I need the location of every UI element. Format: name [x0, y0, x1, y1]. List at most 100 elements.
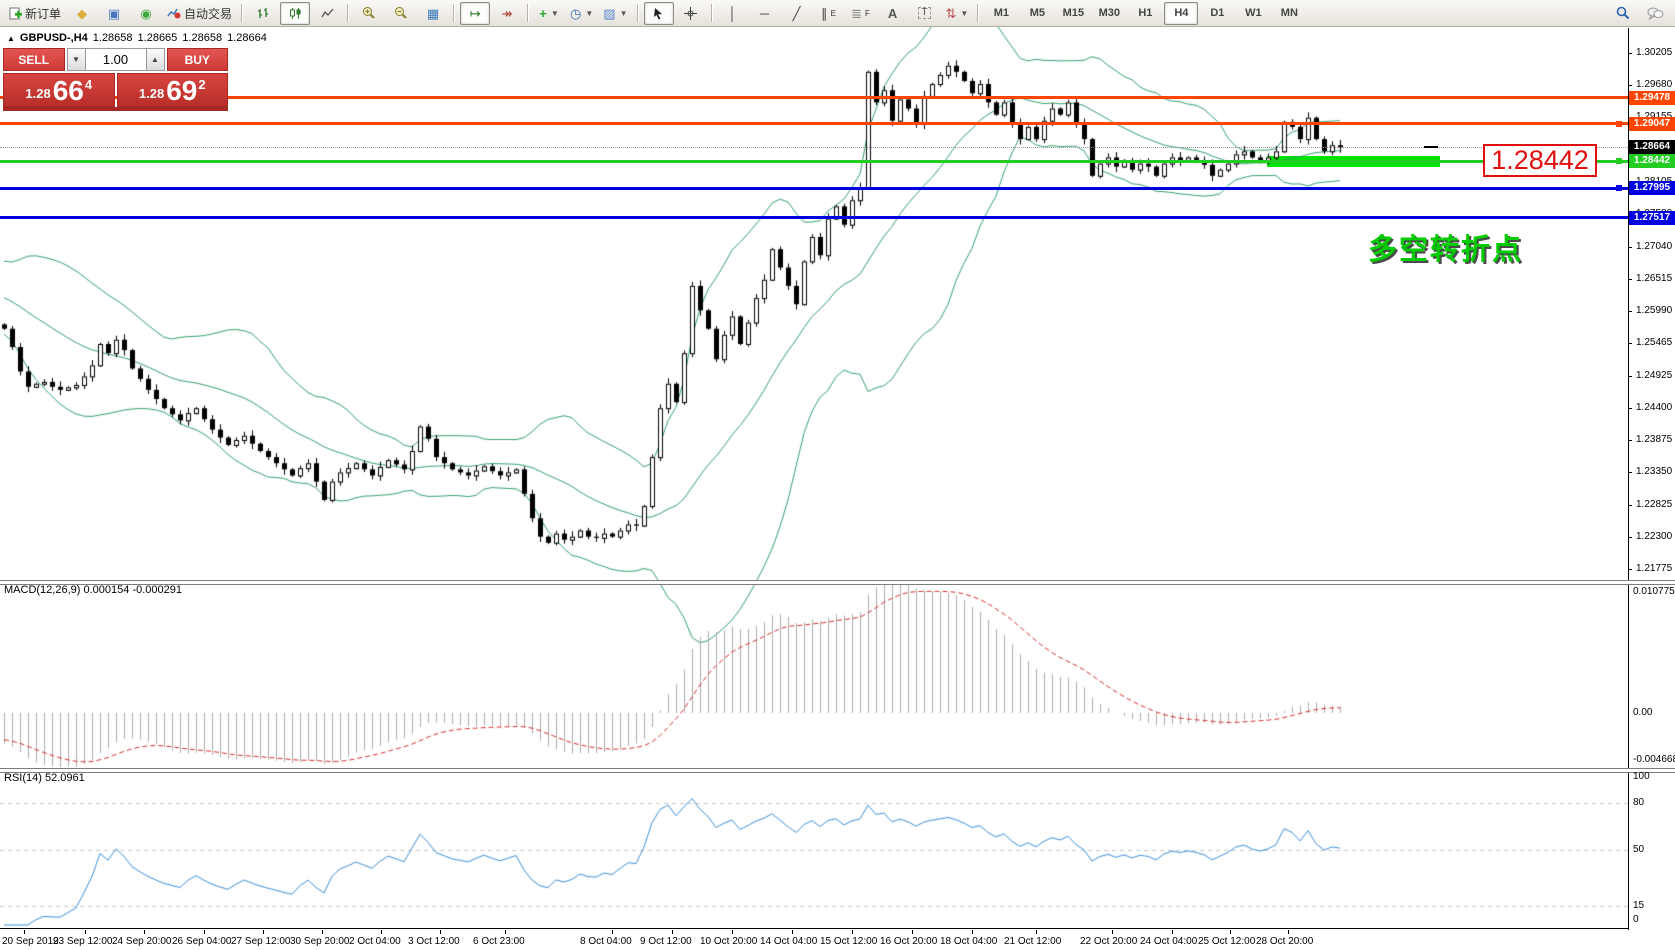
indicators-button[interactable]: + ▼	[534, 2, 564, 25]
chat-button[interactable]	[1640, 2, 1670, 25]
pivot-note-text[interactable]: 多空转折点	[1368, 234, 1524, 266]
bar-chart-button[interactable]	[248, 2, 278, 25]
timeframe-m5-button[interactable]: M5	[1029, 7, 1045, 19]
tile-windows-button[interactable]: ▦	[418, 2, 448, 25]
price-tick-mark	[1628, 53, 1632, 55]
time-tick-mark	[204, 930, 205, 934]
timeframe-mn-button[interactable]: MN	[1280, 7, 1298, 19]
symbol-period-label: GBPUSD-,H4	[19, 32, 88, 44]
rsi-label: RSI(14) 52.0961	[4, 772, 85, 784]
volume-input[interactable]: 1.00	[85, 48, 146, 71]
buy-price-button[interactable]: 1.28 69 2	[116, 73, 228, 107]
zoom-out-button[interactable]	[386, 2, 416, 25]
indicator-axis-label: 0.010775	[1633, 586, 1675, 597]
ohlc-open: 1.28658	[92, 32, 133, 44]
panel-separator[interactable]	[0, 580, 1675, 585]
horizontal-line-1.29047[interactable]	[0, 122, 1628, 126]
chart-title: ▲ GBPUSD-,H4 1.28658 1.28665 1.28658 1.2…	[7, 32, 267, 44]
macd-label: MACD(12,26,9) 0.000154 -0.000291	[4, 584, 182, 596]
chevron-down-icon: ▼	[585, 8, 594, 18]
time-tick-label: 24 Oct 04:00	[1140, 936, 1198, 947]
sell-button[interactable]: SELL	[3, 48, 65, 71]
current-price-line	[0, 147, 1628, 149]
trendline-button[interactable]: ╱	[782, 2, 812, 25]
timeframe-m1-button[interactable]: M1	[993, 7, 1009, 19]
new-order-button[interactable]: 新订单	[5, 2, 65, 25]
chart-canvas[interactable]	[0, 27, 1675, 950]
timeframe-h1-button[interactable]: H1	[1138, 7, 1153, 19]
price-level-label: 1.27517	[1629, 210, 1675, 225]
line-handle[interactable]	[1616, 185, 1622, 192]
candlestick-chart-button[interactable]	[280, 1, 311, 25]
channel-button[interactable]: ∥ E	[821, 5, 836, 21]
timeframe-d1-button[interactable]: D1	[1210, 7, 1225, 19]
periods-button[interactable]: ◷ ▼	[566, 2, 597, 25]
time-tick-label: 10 Oct 20:00	[700, 936, 758, 947]
price-tick-mark	[1628, 376, 1632, 378]
trendline-icon: ╱	[792, 5, 801, 21]
horizontal-line-1.29478[interactable]	[0, 96, 1628, 100]
cursor-button[interactable]	[643, 1, 674, 25]
price-axis-border	[1628, 28, 1629, 930]
line-chart-button[interactable]	[312, 2, 342, 25]
horizontal-line-button[interactable]: ─	[750, 2, 780, 25]
price-tick-mark	[1628, 536, 1632, 538]
volume-spinner: ▼ 1.00 ▲	[66, 48, 165, 71]
price-tick-mark	[1628, 310, 1632, 312]
auto-scroll-button[interactable]: ↦	[460, 1, 491, 25]
price-level-label: 1.29478	[1629, 90, 1675, 105]
line-handle[interactable]	[1616, 120, 1622, 127]
chart-shift-button[interactable]: ↠	[492, 2, 522, 25]
crosshair-button[interactable]	[676, 2, 706, 25]
timeframe-m15-button[interactable]: M15	[1062, 7, 1085, 19]
text-button[interactable]: A	[878, 2, 908, 25]
sell-price-button[interactable]: 1.28 66 4	[3, 73, 115, 107]
channel-icon: ∥	[821, 5, 828, 21]
price-tick-mark	[1628, 278, 1632, 280]
arrows-button[interactable]: ⇅ ▼	[942, 2, 973, 25]
separator	[347, 4, 350, 22]
market-window-button[interactable]: ▣	[99, 2, 129, 25]
chat-icon	[1647, 7, 1663, 20]
horizontal-line-1.27517[interactable]	[0, 216, 1628, 220]
price-tick-label: 1.30205	[1636, 47, 1673, 59]
collapse-panel-icon[interactable]: ▲	[7, 33, 15, 43]
horizontal-line-1.28442[interactable]	[0, 159, 1628, 163]
timeframe-w1-button[interactable]: W1	[1245, 7, 1262, 19]
zoom-in-button[interactable]	[354, 2, 384, 25]
volume-decrease-button[interactable]: ▼	[66, 48, 86, 71]
ohlc-low: 1.28658	[182, 32, 223, 44]
timeframe-h4-button[interactable]: H4	[1164, 1, 1199, 25]
buy-button[interactable]: BUY	[166, 48, 228, 71]
ohlc-high: 1.28665	[137, 32, 178, 44]
horizontal-line-1.27995[interactable]	[0, 186, 1628, 190]
fibonacci-button[interactable]: ≣ F	[851, 5, 870, 21]
window-icon: ▣	[107, 5, 121, 21]
time-tick-mark	[263, 930, 264, 934]
volume-increase-button[interactable]: ▲	[145, 48, 165, 71]
horizontal-line-icon: ─	[759, 5, 770, 21]
templates-button[interactable]: ▨ ▼	[599, 2, 631, 25]
autotrading-button[interactable]: 自动交易	[163, 2, 236, 25]
line-handle[interactable]	[1616, 158, 1622, 164]
signal-icon: ◉	[140, 5, 152, 21]
time-tick-mark	[1230, 930, 1231, 934]
separator	[710, 4, 713, 22]
clock-icon: ◷	[570, 5, 582, 21]
metaeditor-button[interactable]: ◆	[67, 2, 97, 25]
search-button[interactable]	[1608, 2, 1638, 25]
time-tick-mark	[972, 930, 973, 934]
chart-area: ▲ GBPUSD-,H4 1.28658 1.28665 1.28658 1.2…	[0, 27, 1675, 950]
panel-bottom-strip	[3, 107, 228, 111]
time-tick-label: 6 Oct 23:00	[473, 936, 525, 947]
timeframe-m30-button[interactable]: M30	[1098, 7, 1121, 19]
vertical-line-button[interactable]: │	[718, 2, 748, 25]
time-axis[interactable]: 20 Sep 2019 23 Sep 12:00 24 Sep 20:00 26 Se…	[0, 930, 1675, 950]
signals-button[interactable]: ◉	[131, 2, 161, 25]
zoom-in-icon	[363, 7, 375, 19]
time-tick-mark	[672, 930, 673, 934]
pivot-price-callout[interactable]: 1.28442	[1483, 144, 1597, 177]
text-label-button[interactable]: T	[910, 2, 940, 25]
panel-separator[interactable]	[0, 768, 1675, 773]
price-tick-mark	[1628, 85, 1632, 87]
